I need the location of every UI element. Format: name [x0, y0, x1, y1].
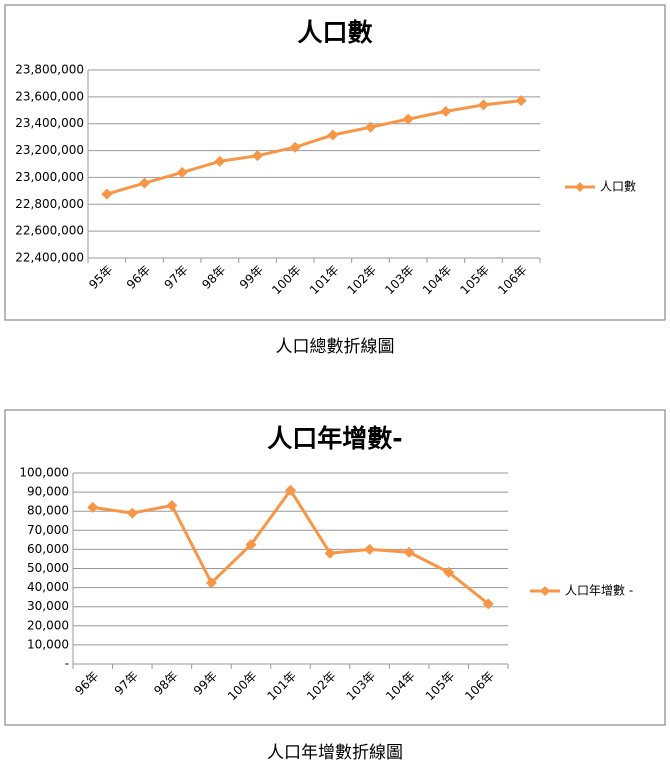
marker — [443, 566, 455, 578]
y-tick-label: 23,000,000 — [15, 170, 84, 184]
caption: 人口年增數折線圖 — [267, 743, 403, 763]
marker — [478, 99, 489, 111]
legend-label: 人口年增數 - — [565, 584, 633, 598]
marker — [176, 166, 188, 178]
marker — [440, 105, 452, 117]
y-tick-label: 23,800,000 — [15, 63, 84, 77]
marker — [365, 121, 376, 133]
marker — [139, 177, 150, 189]
y-tick-label: 22,800,000 — [15, 197, 84, 211]
marker — [252, 150, 263, 162]
chart-title: 人口年增數- — [267, 424, 402, 453]
y-tick-label: 80,000 — [27, 504, 69, 518]
marker — [515, 95, 527, 107]
chart-frame — [4, 409, 666, 726]
marker — [324, 547, 336, 559]
marker — [402, 113, 414, 125]
y-tick-label: 70,000 — [27, 523, 69, 537]
y-tick-label: 23,600,000 — [15, 89, 84, 103]
marker — [205, 577, 217, 589]
marker — [482, 598, 494, 610]
marker — [364, 543, 376, 555]
marker — [285, 484, 296, 496]
y-tick-label: 23,200,000 — [15, 143, 84, 157]
y-tick-label: 90,000 — [27, 485, 69, 499]
y-tick-label: 22,600,000 — [15, 224, 84, 238]
legend-marker — [540, 586, 550, 596]
marker — [214, 155, 226, 167]
y-tick-label: 40,000 — [27, 580, 69, 594]
marker — [126, 507, 138, 519]
marker — [245, 539, 257, 551]
marker — [87, 501, 99, 513]
line — [106, 99, 522, 196]
y-tick-label: - — [65, 657, 69, 671]
y-tick-label: 10,000 — [27, 637, 69, 651]
y-tick-label: 100,000 — [19, 466, 69, 480]
y-tick-label: 22,400,000 — [15, 251, 84, 265]
marker — [101, 188, 113, 200]
caption: 人口總數折線圖 — [276, 337, 395, 357]
y-tick-label: 20,000 — [27, 618, 69, 632]
marker — [289, 141, 301, 153]
marker — [166, 499, 178, 511]
y-tick-label: 30,000 — [27, 599, 69, 613]
legend-marker — [575, 182, 585, 192]
legend-label: 人口數 — [600, 180, 636, 194]
y-tick-label: 50,000 — [27, 561, 69, 575]
chart-frame — [4, 4, 666, 321]
y-tick-label: 60,000 — [27, 542, 69, 556]
chart-title: 人口數 — [297, 18, 372, 47]
y-tick-label: 23,400,000 — [15, 116, 84, 130]
marker — [403, 546, 415, 558]
marker — [327, 129, 339, 141]
